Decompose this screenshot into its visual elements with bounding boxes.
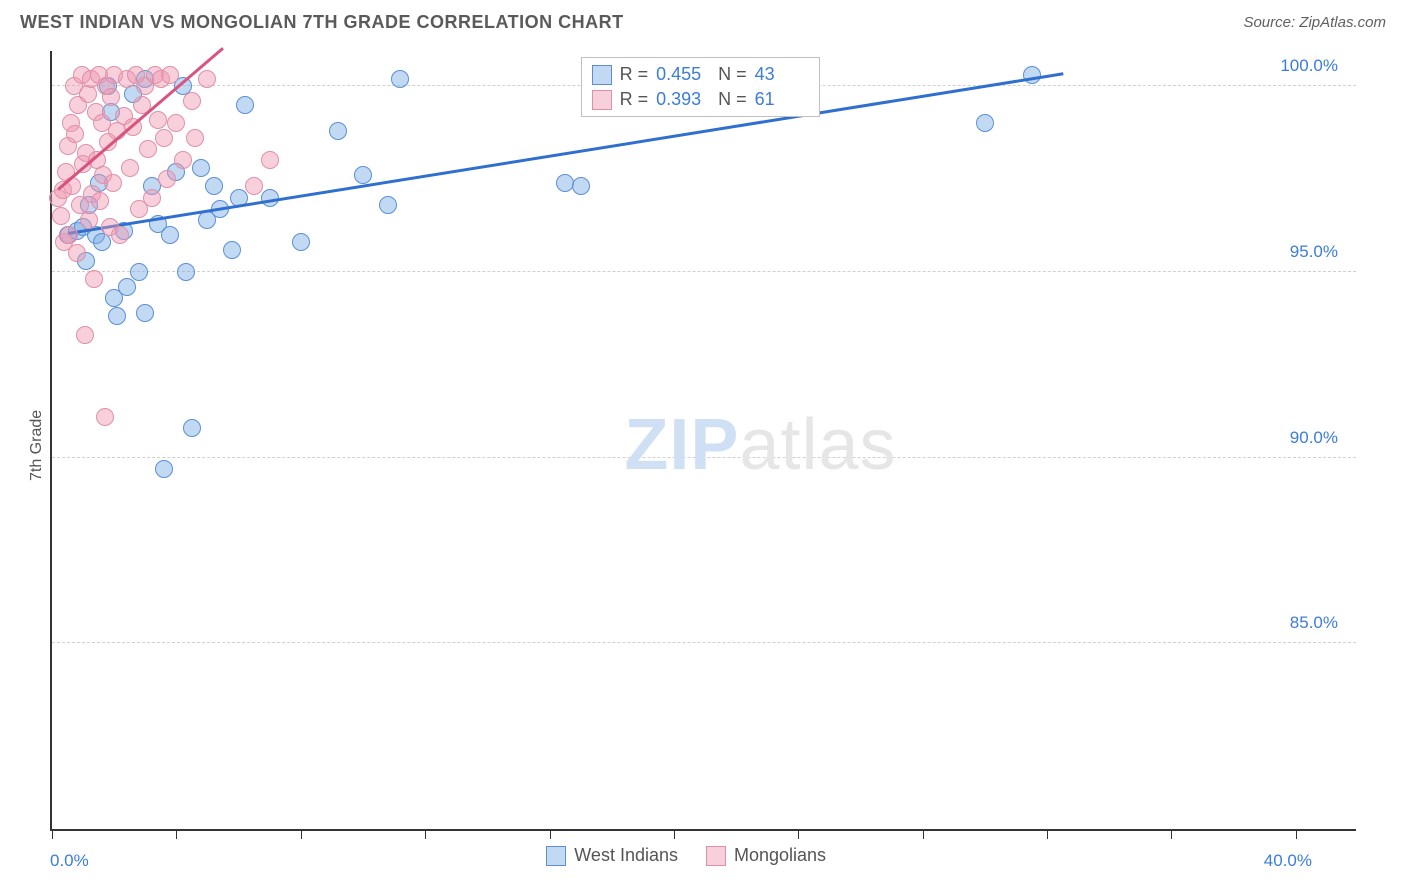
- trend-line: [67, 73, 1062, 235]
- y-axis-label: 7th Grade: [28, 410, 46, 481]
- data-point: [167, 114, 185, 132]
- data-point: [292, 233, 310, 251]
- data-point: [155, 460, 173, 478]
- data-point: [139, 140, 157, 158]
- data-point: [354, 166, 372, 184]
- data-point: [66, 125, 84, 143]
- data-point: [80, 211, 98, 229]
- data-point: [183, 419, 201, 437]
- x-tick: [550, 829, 551, 839]
- data-point: [186, 129, 204, 147]
- y-tick-label: 90.0%: [1290, 428, 1338, 448]
- gridline: [52, 642, 1356, 643]
- chart-title: WEST INDIAN VS MONGOLIAN 7TH GRADE CORRE…: [20, 12, 624, 33]
- x-tick: [1047, 829, 1048, 839]
- data-point: [976, 114, 994, 132]
- data-point: [174, 151, 192, 169]
- chart-area: 7th Grade 85.0% 90.0% 95.0% 100.0% ZIPatlas R…: [0, 41, 1406, 881]
- data-point: [102, 88, 120, 106]
- data-point: [136, 304, 154, 322]
- correlation-legend: R = 0.455 N = 43R = 0.393 N = 61: [581, 57, 820, 117]
- data-point: [130, 263, 148, 281]
- data-point: [121, 159, 139, 177]
- data-point: [91, 192, 109, 210]
- x-tick: [176, 829, 177, 839]
- swatch-icon: [546, 846, 566, 866]
- swatch-icon: [592, 90, 612, 110]
- x-tick: [52, 829, 53, 839]
- x-tick-label: 40.0%: [1264, 851, 1312, 871]
- data-point: [205, 177, 223, 195]
- data-point: [104, 174, 122, 192]
- gridline: [52, 457, 1356, 458]
- x-tick: [674, 829, 675, 839]
- data-point: [236, 96, 254, 114]
- data-point: [108, 307, 126, 325]
- x-tick: [1296, 829, 1297, 839]
- y-tick-label: 85.0%: [1290, 613, 1338, 633]
- data-point: [52, 207, 70, 225]
- data-point: [223, 241, 241, 259]
- gridline: [52, 271, 1356, 272]
- correlation-row: R = 0.393 N = 61: [592, 87, 809, 112]
- x-tick: [301, 829, 302, 839]
- data-point: [379, 196, 397, 214]
- correlation-row: R = 0.455 N = 43: [592, 62, 809, 87]
- data-point: [1023, 66, 1041, 84]
- data-point: [149, 111, 167, 129]
- swatch-icon: [592, 65, 612, 85]
- x-tick-label: 0.0%: [50, 851, 89, 871]
- x-tick: [1171, 829, 1172, 839]
- data-point: [143, 189, 161, 207]
- data-point: [161, 66, 179, 84]
- data-point: [572, 177, 590, 195]
- data-point: [60, 226, 78, 244]
- swatch-icon: [706, 846, 726, 866]
- y-tick-label: 100.0%: [1280, 56, 1338, 76]
- chart-header: WEST INDIAN VS MONGOLIAN 7TH GRADE CORRE…: [0, 0, 1406, 41]
- data-point: [391, 70, 409, 88]
- data-point: [111, 226, 129, 244]
- series-legend: West Indians Mongolians: [546, 845, 826, 866]
- x-tick: [798, 829, 799, 839]
- data-point: [155, 129, 173, 147]
- data-point: [161, 226, 179, 244]
- data-point: [245, 177, 263, 195]
- source-attribution: Source: ZipAtlas.com: [1243, 14, 1386, 31]
- data-point: [85, 270, 103, 288]
- data-point: [261, 151, 279, 169]
- data-point: [192, 159, 210, 177]
- legend-item: West Indians: [546, 845, 678, 866]
- data-point: [68, 244, 86, 262]
- data-point: [329, 122, 347, 140]
- x-tick: [923, 829, 924, 839]
- y-tick-label: 95.0%: [1290, 242, 1338, 262]
- data-point: [96, 408, 114, 426]
- data-point: [183, 92, 201, 110]
- watermark: ZIPatlas: [624, 404, 896, 486]
- data-point: [177, 263, 195, 281]
- plot-area: 85.0% 90.0% 95.0% 100.0% ZIPatlas R = 0.455 N…: [50, 51, 1356, 831]
- legend-item: Mongolians: [706, 845, 826, 866]
- data-point: [76, 326, 94, 344]
- data-point: [118, 278, 136, 296]
- data-point: [198, 70, 216, 88]
- data-point: [158, 170, 176, 188]
- x-tick: [425, 829, 426, 839]
